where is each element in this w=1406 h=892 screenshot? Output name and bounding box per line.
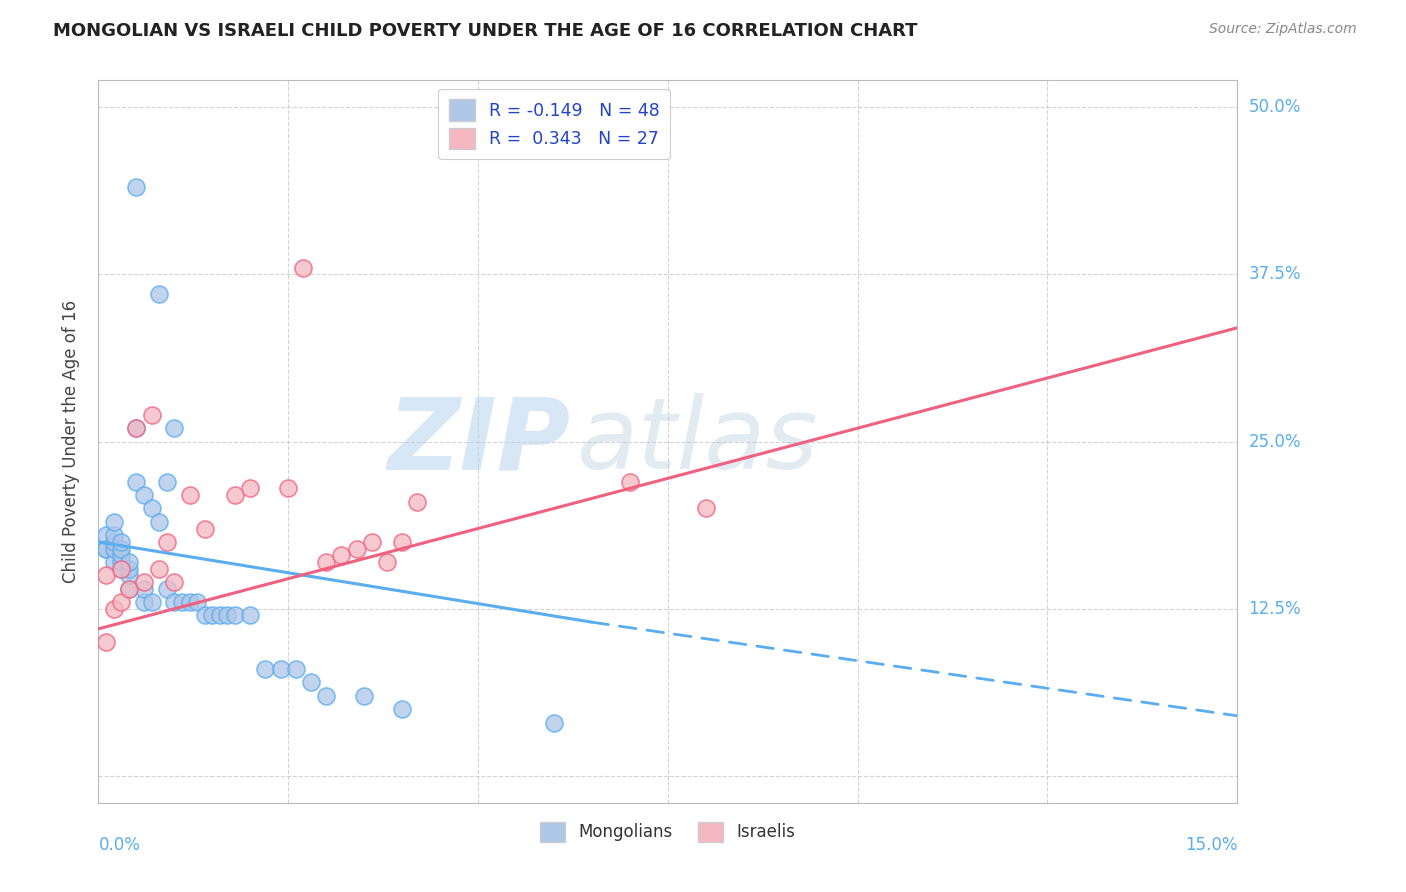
Point: [194, 521, 217, 535]
Point: [194, 608, 217, 623]
Point: [315, 689, 337, 703]
Point: [163, 421, 186, 435]
Point: [125, 421, 148, 435]
Point: [118, 568, 141, 582]
Point: [156, 475, 179, 489]
Point: [292, 260, 315, 275]
Point: [360, 535, 382, 549]
Point: [156, 535, 179, 549]
Point: [619, 475, 641, 489]
Point: [163, 575, 186, 590]
Point: [391, 535, 413, 549]
Text: 37.5%: 37.5%: [1249, 265, 1301, 284]
Point: [110, 595, 132, 609]
Text: 15.0%: 15.0%: [1185, 836, 1237, 855]
Point: [141, 595, 163, 609]
Legend: Mongolians, Israelis: Mongolians, Israelis: [534, 815, 801, 848]
Point: [141, 408, 163, 422]
Point: [103, 555, 125, 569]
Point: [239, 608, 262, 623]
Point: [170, 595, 193, 609]
Point: [695, 501, 717, 516]
Point: [208, 608, 231, 623]
Point: [375, 555, 398, 569]
Text: ZIP: ZIP: [388, 393, 571, 490]
Point: [110, 535, 132, 549]
Point: [118, 582, 141, 596]
Point: [406, 494, 429, 508]
Text: 25.0%: 25.0%: [1249, 433, 1301, 450]
Point: [141, 501, 163, 516]
Point: [103, 541, 125, 556]
Y-axis label: Child Poverty Under the Age of 16: Child Poverty Under the Age of 16: [62, 300, 80, 583]
Text: Source: ZipAtlas.com: Source: ZipAtlas.com: [1209, 22, 1357, 37]
Point: [94, 635, 117, 649]
Point: [224, 608, 246, 623]
Point: [118, 582, 141, 596]
Point: [94, 568, 117, 582]
Point: [346, 541, 368, 556]
Point: [156, 582, 179, 596]
Point: [277, 482, 299, 496]
Text: atlas: atlas: [576, 393, 818, 490]
Point: [110, 562, 132, 576]
Text: 12.5%: 12.5%: [1249, 599, 1301, 618]
Point: [391, 702, 413, 716]
Point: [110, 541, 132, 556]
Point: [94, 541, 117, 556]
Point: [163, 595, 186, 609]
Point: [103, 535, 125, 549]
Point: [103, 515, 125, 529]
Point: [110, 562, 132, 576]
Point: [132, 582, 155, 596]
Point: [125, 421, 148, 435]
Point: [299, 675, 322, 690]
Point: [353, 689, 375, 703]
Point: [315, 555, 337, 569]
Point: [132, 575, 155, 590]
Point: [201, 608, 224, 623]
Point: [125, 180, 148, 194]
Point: [330, 548, 353, 563]
Point: [148, 287, 170, 301]
Point: [148, 515, 170, 529]
Point: [132, 595, 155, 609]
Point: [224, 488, 246, 502]
Point: [110, 555, 132, 569]
Point: [118, 555, 141, 569]
Point: [179, 595, 201, 609]
Point: [103, 602, 125, 616]
Text: 0.0%: 0.0%: [98, 836, 141, 855]
Point: [125, 475, 148, 489]
Point: [239, 482, 262, 496]
Point: [179, 488, 201, 502]
Point: [543, 715, 565, 730]
Point: [118, 562, 141, 576]
Point: [217, 608, 239, 623]
Point: [103, 528, 125, 542]
Point: [94, 541, 117, 556]
Text: 50.0%: 50.0%: [1249, 98, 1301, 116]
Point: [254, 662, 277, 676]
Text: MONGOLIAN VS ISRAELI CHILD POVERTY UNDER THE AGE OF 16 CORRELATION CHART: MONGOLIAN VS ISRAELI CHILD POVERTY UNDER…: [53, 22, 918, 40]
Point: [132, 488, 155, 502]
Point: [284, 662, 307, 676]
Point: [186, 595, 208, 609]
Point: [94, 528, 117, 542]
Point: [110, 548, 132, 563]
Point: [148, 562, 170, 576]
Point: [270, 662, 292, 676]
